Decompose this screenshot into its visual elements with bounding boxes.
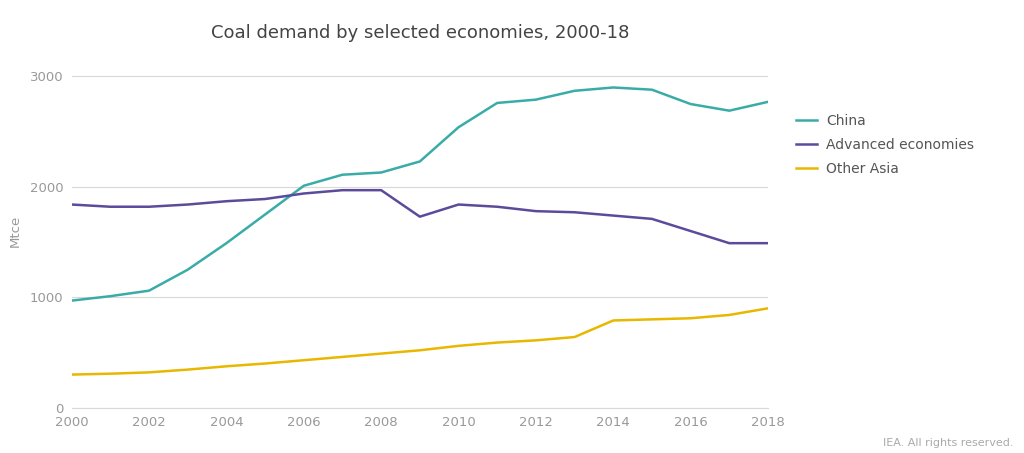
Line: Other Asia: Other Asia bbox=[72, 308, 768, 375]
Advanced economies bbox=[259, 196, 271, 202]
Title: Coal demand by selected economies, 2000-18: Coal demand by selected economies, 2000-… bbox=[211, 24, 629, 42]
Advanced economies bbox=[492, 204, 504, 209]
Line: China: China bbox=[72, 87, 768, 301]
Advanced economies bbox=[220, 198, 232, 204]
Advanced economies bbox=[646, 216, 658, 222]
Advanced economies bbox=[66, 202, 78, 207]
China bbox=[66, 298, 78, 304]
Other Asia bbox=[762, 306, 774, 311]
China bbox=[298, 183, 310, 188]
Advanced economies bbox=[762, 241, 774, 246]
Legend: China, Advanced economies, Other Asia: China, Advanced economies, Other Asia bbox=[796, 114, 975, 176]
China bbox=[414, 159, 426, 164]
Other Asia bbox=[104, 371, 117, 376]
Other Asia bbox=[723, 312, 735, 318]
Advanced economies bbox=[104, 204, 117, 209]
Other Asia bbox=[259, 361, 271, 366]
Other Asia bbox=[414, 347, 426, 353]
Other Asia bbox=[375, 351, 387, 357]
Advanced economies bbox=[684, 228, 696, 234]
Other Asia bbox=[646, 317, 658, 322]
Other Asia bbox=[66, 372, 78, 377]
Advanced economies bbox=[529, 208, 542, 214]
Other Asia bbox=[181, 367, 194, 372]
Other Asia bbox=[453, 343, 465, 349]
Advanced economies bbox=[143, 204, 156, 209]
Advanced economies bbox=[336, 188, 348, 193]
China bbox=[684, 101, 696, 107]
China bbox=[646, 87, 658, 92]
China bbox=[375, 170, 387, 175]
China bbox=[762, 99, 774, 105]
Advanced economies bbox=[568, 210, 581, 215]
Advanced economies bbox=[298, 191, 310, 196]
China bbox=[492, 100, 504, 106]
China bbox=[453, 125, 465, 130]
Other Asia bbox=[684, 316, 696, 321]
China bbox=[104, 294, 117, 299]
China bbox=[181, 267, 194, 272]
Advanced economies bbox=[607, 213, 620, 218]
Advanced economies bbox=[723, 241, 735, 246]
China bbox=[529, 97, 542, 102]
Advanced economies bbox=[453, 202, 465, 207]
Other Asia bbox=[143, 370, 156, 375]
Other Asia bbox=[529, 337, 542, 343]
Advanced economies bbox=[414, 214, 426, 219]
Other Asia bbox=[220, 364, 232, 369]
China bbox=[723, 108, 735, 113]
Line: Advanced economies: Advanced economies bbox=[72, 190, 768, 243]
Text: IEA. All rights reserved.: IEA. All rights reserved. bbox=[884, 439, 1014, 448]
Other Asia bbox=[607, 318, 620, 323]
Other Asia bbox=[568, 334, 581, 340]
Other Asia bbox=[298, 357, 310, 363]
China bbox=[259, 212, 271, 217]
China bbox=[607, 85, 620, 90]
Advanced economies bbox=[181, 202, 194, 207]
Y-axis label: Mtce: Mtce bbox=[8, 215, 22, 247]
China bbox=[568, 88, 581, 93]
China bbox=[336, 172, 348, 178]
Advanced economies bbox=[375, 188, 387, 193]
Other Asia bbox=[336, 354, 348, 360]
China bbox=[143, 288, 156, 294]
China bbox=[220, 241, 232, 246]
Other Asia bbox=[492, 340, 504, 345]
